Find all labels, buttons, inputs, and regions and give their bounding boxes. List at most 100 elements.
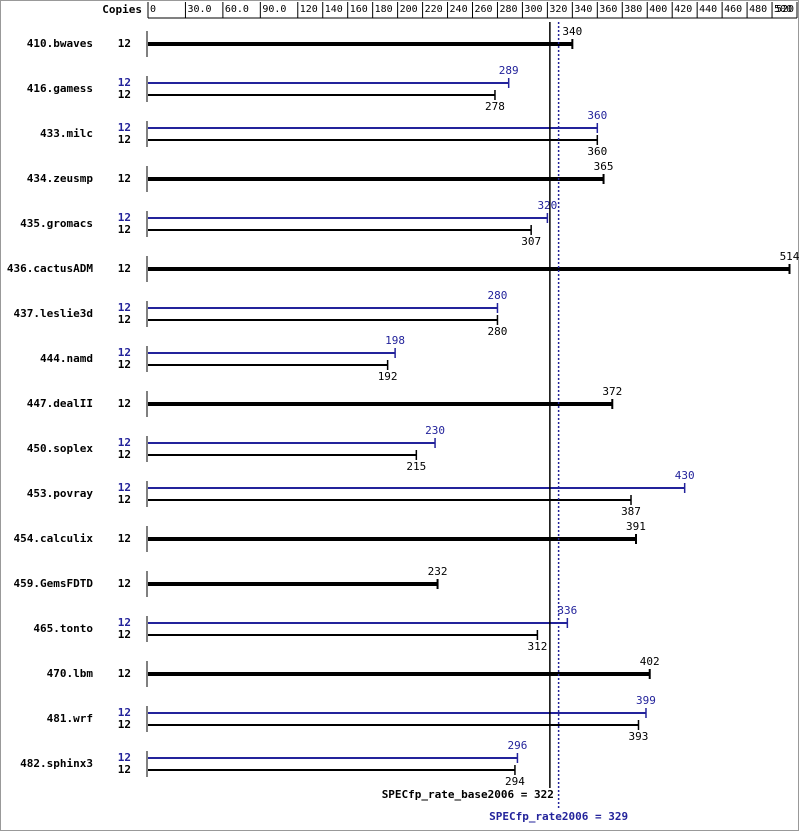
copies-label: 12 bbox=[118, 706, 131, 719]
benchmark-label: 459.GemsFDTD bbox=[14, 577, 94, 590]
x-tick-label: 360 bbox=[599, 4, 617, 15]
copies-label: 12 bbox=[118, 577, 131, 590]
copies-label: 12 bbox=[118, 532, 131, 545]
value-label: 393 bbox=[629, 730, 649, 743]
benchmark-label: 435.gromacs bbox=[20, 217, 93, 230]
value-label: 430 bbox=[675, 469, 695, 482]
value-label: 336 bbox=[557, 604, 577, 617]
value-label: 192 bbox=[378, 370, 398, 383]
copies-label: 12 bbox=[118, 211, 131, 224]
copies-label: 12 bbox=[118, 493, 131, 506]
bar bbox=[148, 724, 639, 726]
copies-label: 12 bbox=[118, 667, 131, 680]
x-tick-label: 220 bbox=[425, 4, 443, 15]
value-label: 402 bbox=[640, 655, 660, 668]
bar bbox=[148, 402, 613, 406]
x-tick-label: 240 bbox=[450, 4, 468, 15]
value-label: 307 bbox=[521, 235, 541, 248]
bar bbox=[148, 217, 548, 219]
copies-label: 12 bbox=[118, 436, 131, 449]
x-tick-label: 480 bbox=[749, 4, 767, 15]
copies-label: 12 bbox=[118, 763, 131, 776]
bar bbox=[148, 364, 388, 366]
copies-label: 12 bbox=[118, 358, 131, 371]
value-label: 312 bbox=[527, 640, 547, 653]
value-label: 365 bbox=[594, 160, 614, 173]
benchmark-label: 410.bwaves bbox=[27, 37, 93, 50]
bar bbox=[148, 712, 646, 714]
value-label: 198 bbox=[385, 334, 405, 347]
bar bbox=[148, 537, 636, 541]
x-tick-label: 520 bbox=[776, 4, 794, 15]
value-label: 372 bbox=[602, 385, 622, 398]
x-tick-label: 200 bbox=[400, 4, 418, 15]
bar bbox=[148, 94, 495, 96]
bar bbox=[148, 229, 532, 231]
x-tick-label: 340 bbox=[574, 4, 592, 15]
x-tick-label: 160 bbox=[350, 4, 368, 15]
value-label: 514 bbox=[780, 250, 799, 263]
reference-label: SPECfp_rate_base2006 = 322 bbox=[382, 788, 554, 801]
benchmark-label: 470.lbm bbox=[47, 667, 94, 680]
bar bbox=[148, 82, 509, 84]
value-label: 391 bbox=[626, 520, 646, 533]
copies-label: 12 bbox=[118, 448, 131, 461]
x-tick-label: 280 bbox=[499, 4, 517, 15]
value-label: 296 bbox=[507, 739, 527, 752]
bar bbox=[148, 487, 685, 489]
bar bbox=[148, 769, 515, 771]
x-tick-label: 30.0 bbox=[187, 4, 211, 15]
x-tick-label: 320 bbox=[549, 4, 567, 15]
bar bbox=[148, 622, 568, 624]
benchmark-label: 433.milc bbox=[40, 127, 93, 140]
bar bbox=[148, 672, 650, 676]
copies-label: 12 bbox=[118, 628, 131, 641]
x-tick-label: 420 bbox=[674, 4, 692, 15]
benchmark-label: 437.leslie3d bbox=[14, 307, 93, 320]
value-label: 278 bbox=[485, 100, 505, 113]
value-label: 280 bbox=[488, 325, 508, 338]
benchmark-label: 416.gamess bbox=[27, 82, 93, 95]
x-tick-label: 260 bbox=[475, 4, 493, 15]
bar bbox=[148, 634, 538, 636]
copies-label: 12 bbox=[118, 76, 131, 89]
copies-label: 12 bbox=[118, 37, 131, 50]
bar bbox=[148, 499, 632, 501]
x-tick-label: 380 bbox=[624, 4, 642, 15]
copies-label: 12 bbox=[118, 751, 131, 764]
reference-label: SPECfp_rate2006 = 329 bbox=[489, 810, 628, 823]
copies-label: 12 bbox=[118, 481, 131, 494]
value-label: 294 bbox=[505, 775, 525, 788]
copies-label: 12 bbox=[118, 301, 131, 314]
bar bbox=[148, 307, 498, 309]
x-tick-label: 0 bbox=[150, 4, 156, 15]
benchmark-label: 434.zeusmp bbox=[27, 172, 94, 185]
copies-label: 12 bbox=[118, 313, 131, 326]
bar bbox=[148, 42, 573, 46]
benchmark-label: 447.dealII bbox=[27, 397, 93, 410]
bar bbox=[148, 127, 598, 129]
x-tick-label: 90.0 bbox=[262, 4, 286, 15]
bar bbox=[148, 442, 436, 444]
bar bbox=[148, 139, 598, 141]
x-tick-label: 60.0 bbox=[225, 4, 249, 15]
bar bbox=[148, 352, 396, 354]
copies-label: 12 bbox=[118, 346, 131, 359]
copies-label: 12 bbox=[118, 616, 131, 629]
benchmark-label: 465.tonto bbox=[33, 622, 93, 635]
copies-label: 12 bbox=[118, 223, 131, 236]
x-tick-label: 120 bbox=[300, 4, 318, 15]
benchmark-label: 450.soplex bbox=[27, 442, 94, 455]
copies-label: 12 bbox=[118, 133, 131, 146]
benchmark-label: 482.sphinx3 bbox=[20, 757, 93, 770]
benchmark-label: 453.povray bbox=[27, 487, 94, 500]
value-label: 215 bbox=[406, 460, 426, 473]
benchmark-label: 481.wrf bbox=[47, 712, 93, 725]
value-label: 360 bbox=[587, 145, 607, 158]
copies-label: 12 bbox=[118, 121, 131, 134]
x-tick-label: 300 bbox=[524, 4, 542, 15]
bar bbox=[148, 267, 790, 271]
value-label: 280 bbox=[488, 289, 508, 302]
